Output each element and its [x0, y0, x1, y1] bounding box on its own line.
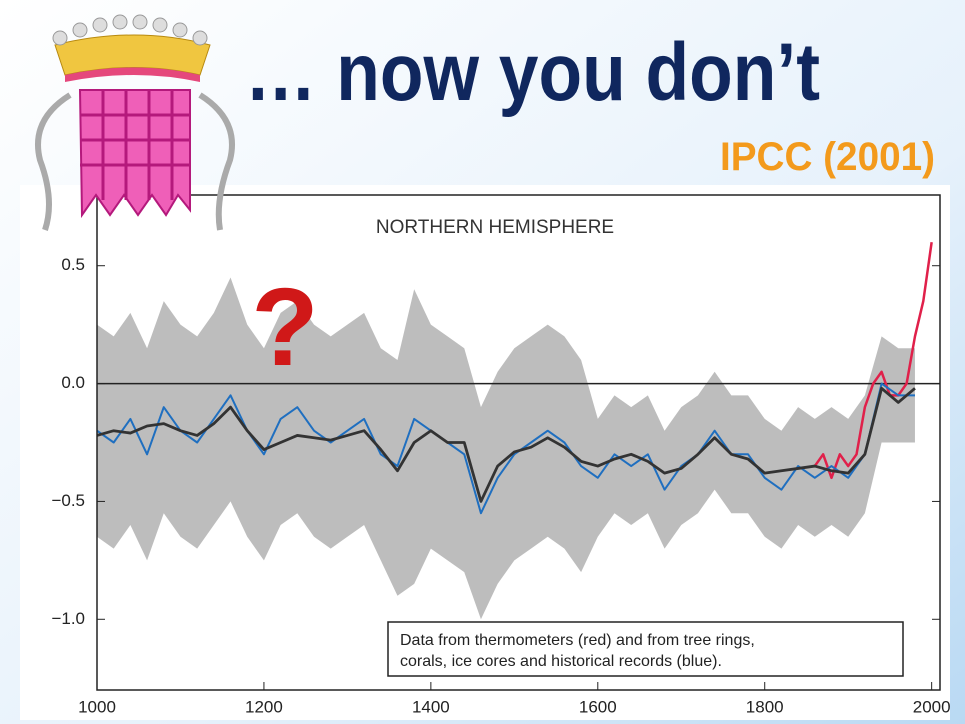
x-tick-label: 1400	[412, 697, 450, 716]
slide-title: … now you don’t	[245, 27, 820, 118]
chart-title: NORTHERN HEMISPHERE	[376, 217, 614, 238]
proxy-line	[96, 382, 915, 515]
uncertainty-band	[97, 277, 915, 620]
x-tick-label: 1000	[78, 697, 116, 716]
question-mark: ?	[251, 266, 318, 389]
y-tick-label: −0.5	[51, 491, 85, 510]
smoothed-line	[96, 386, 916, 503]
annotation-text: Data from thermometers (red) and from tr…	[400, 632, 755, 649]
x-tick-label: 2000	[913, 697, 951, 716]
y-tick-label: −1.0	[51, 609, 85, 628]
annotation-box	[387, 621, 904, 677]
x-tick-label: 1200	[245, 697, 283, 716]
y-tick-label: 0.5	[61, 255, 85, 274]
y-tick-label: 0.0	[61, 373, 85, 392]
plot-frame	[96, 194, 941, 691]
x-tick-label: 1600	[579, 697, 617, 716]
source: IPCC (2001)	[720, 135, 935, 179]
x-tick-label: 1800	[746, 697, 784, 716]
logo	[35, 14, 235, 231]
plot: −1.0 −0.5 0.0 0.5 1000 1200 1400 1600 1800 2000 NO…	[51, 194, 951, 716]
annotation-text: corals, ice cores and historical records…	[400, 653, 722, 670]
